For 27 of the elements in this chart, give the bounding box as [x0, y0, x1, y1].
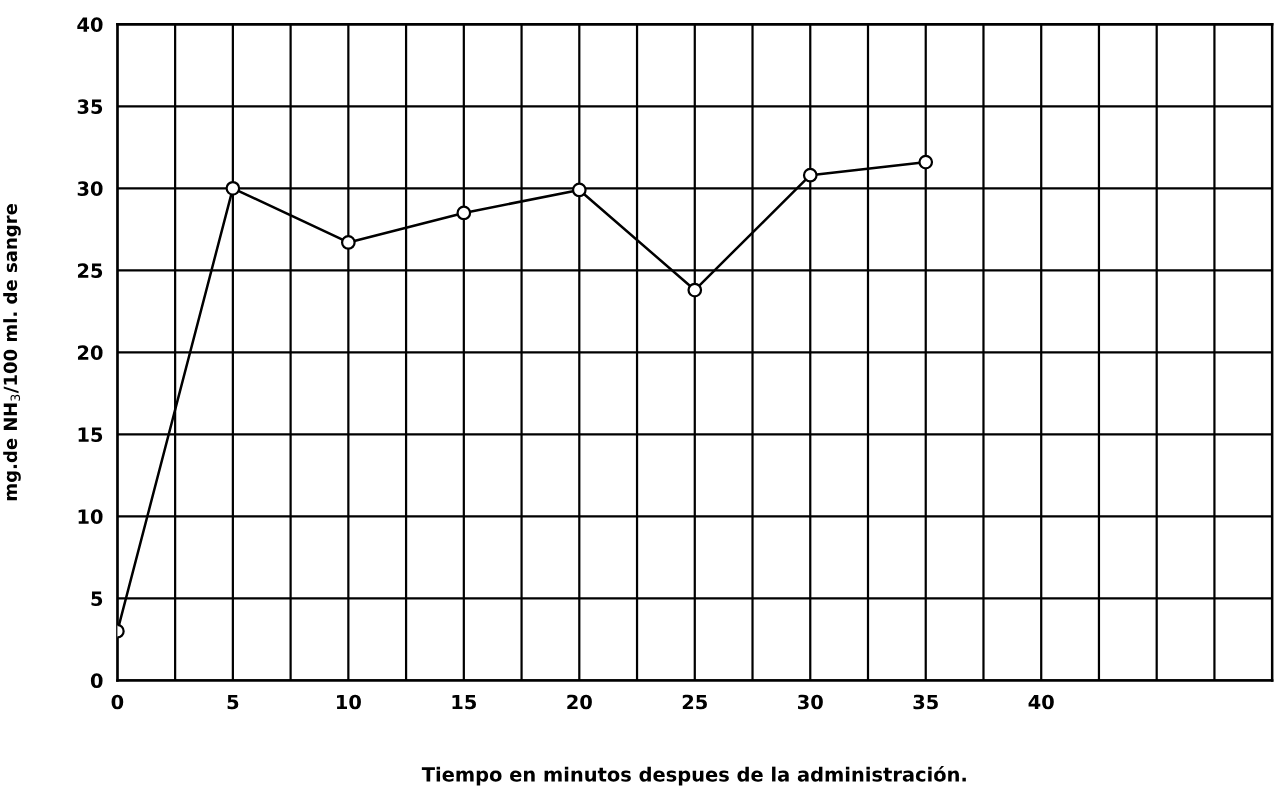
x-tick-label: 10	[337, 694, 361, 710]
y-tick-label: 20	[77, 345, 103, 361]
y-tick-label: 30	[77, 181, 103, 196]
y-axis-title: mg.de NH$_{3}$/100 ml. de sangre	[3, 204, 21, 501]
x-tick-label: 40	[1028, 694, 1054, 710]
x-tick-label: 25	[682, 694, 707, 710]
y-tick-label: 40	[77, 17, 103, 32]
x-tick-label: 15	[452, 694, 476, 710]
y-tick-label: 10	[78, 509, 103, 525]
point	[225, 180, 241, 196]
x-tick-label: 20	[567, 694, 592, 710]
x-tick-label: 5	[227, 694, 239, 710]
point	[802, 167, 818, 183]
y-tick-label: 0	[90, 673, 103, 689]
x-axis-title: Tiempo en minutos despues de la administración.	[421, 765, 966, 786]
point	[571, 182, 587, 198]
x-tick-label: 30	[798, 694, 823, 710]
point	[918, 154, 934, 170]
point	[456, 205, 472, 221]
y-tick-label: 5	[91, 591, 103, 607]
point	[687, 282, 703, 298]
y-tick-label: 15	[78, 427, 103, 443]
y-tick-label: 25	[77, 263, 103, 278]
x-tick-label: 0	[111, 694, 124, 710]
y-tick-label: 35	[77, 99, 103, 114]
x-tick-label: 35	[913, 694, 938, 710]
point	[340, 235, 356, 250]
